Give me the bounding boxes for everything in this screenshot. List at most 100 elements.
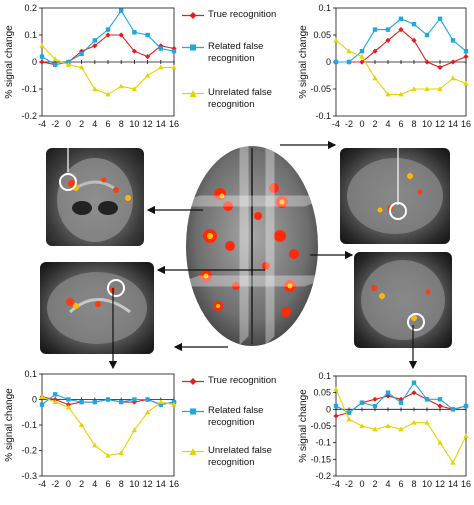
- y-tick-label: -0.15: [310, 454, 331, 464]
- data-point: [450, 38, 456, 43]
- x-tick-label: 2: [79, 119, 84, 129]
- x-tick-label: -4: [332, 479, 340, 489]
- coronal-slice-upper-left: [46, 148, 144, 246]
- x-tick-label: 16: [169, 479, 179, 489]
- data-point: [65, 404, 71, 410]
- y-tick-label: -0.2: [21, 446, 37, 456]
- data-point: [132, 30, 137, 35]
- y-tick-label: 0.1: [24, 30, 37, 40]
- data-point: [92, 38, 97, 43]
- data-point: [105, 32, 111, 38]
- data-point: [437, 16, 443, 21]
- data-point: [79, 422, 85, 427]
- y-tick-label: 0: [326, 57, 331, 67]
- data-point: [424, 419, 430, 425]
- x-tick-label: 6: [105, 119, 110, 129]
- data-point: [118, 83, 124, 89]
- data-point: [131, 427, 137, 433]
- x-tick-label: 10: [422, 119, 432, 129]
- x-tick-label: 16: [461, 479, 471, 489]
- data-point: [92, 43, 98, 49]
- legend-label: recognition: [208, 99, 255, 110]
- data-point: [463, 80, 469, 86]
- data-point: [346, 416, 352, 422]
- data-point: [463, 49, 469, 54]
- data-point: [437, 403, 443, 409]
- legend-label: Related false: [208, 405, 264, 416]
- x-tick-label: 0: [66, 119, 71, 129]
- plot-bottom-right: 0.1 0.05 0 -0.05 -0.1 -0.15 -0.2 -4 -2 0 2 4 6 8 10 12 1…: [290, 362, 474, 500]
- x-tick-label: 2: [372, 479, 377, 489]
- y-tick-label: -0.2: [21, 111, 37, 121]
- data-point: [158, 64, 164, 70]
- data-point: [372, 27, 378, 32]
- x-tick-label: 14: [156, 479, 166, 489]
- x-tick-label: 4: [92, 479, 97, 489]
- data-point: [372, 396, 378, 402]
- legend-label: True recognition: [208, 375, 277, 386]
- legend-label: recognition: [208, 417, 255, 428]
- x-tick-label: -4: [38, 119, 46, 129]
- data-point: [346, 48, 352, 54]
- x-tick-label: 0: [66, 479, 71, 489]
- x-tick-label: 4: [385, 119, 390, 129]
- data-point: [171, 49, 177, 54]
- data-point: [145, 72, 151, 78]
- legend-bottom: True recognition Related false recogniti…: [182, 375, 292, 476]
- legend-yellow-triangle-icon: [182, 448, 204, 455]
- data-point: [145, 409, 151, 415]
- legend-label: Unrelated false: [208, 445, 272, 456]
- data-point: [437, 439, 443, 445]
- data-point: [398, 27, 404, 33]
- data-point: [333, 413, 339, 419]
- y-tick-label: 0: [32, 57, 37, 67]
- legend-red-diamond-icon: [182, 12, 204, 19]
- data-point: [145, 54, 151, 60]
- x-tick-label: 8: [119, 119, 124, 129]
- data-point: [424, 397, 430, 402]
- data-point: [53, 392, 58, 397]
- data-point: [411, 380, 417, 385]
- data-point: [437, 397, 443, 402]
- data-point: [463, 433, 469, 438]
- legend-label: True recognition: [208, 9, 277, 20]
- data-point: [39, 402, 45, 407]
- data-point: [398, 91, 404, 97]
- data-point: [118, 450, 124, 456]
- data-point: [385, 390, 391, 395]
- data-point: [92, 442, 98, 448]
- x-tick-label: 12: [143, 479, 153, 489]
- data-point: [424, 59, 430, 65]
- data-point: [437, 86, 443, 91]
- x-tick-label: -2: [51, 479, 59, 489]
- x-tick-label: -4: [38, 479, 46, 489]
- data-point: [385, 393, 391, 399]
- legend-yellow-triangle-icon: [182, 90, 204, 97]
- data-point: [437, 64, 443, 70]
- x-tick-label: 10: [422, 479, 432, 489]
- y-axis-label: % signal change: [298, 389, 309, 463]
- y-tick-label: -0.05: [310, 84, 331, 94]
- x-tick-label: 4: [92, 119, 97, 129]
- coronal-slice-image: [57, 158, 133, 242]
- y-tick-label: -0.2: [315, 471, 331, 481]
- data-point: [359, 53, 365, 59]
- data-point: [105, 27, 111, 32]
- y-tick-label: 0: [326, 404, 331, 414]
- plot-top-right: 0.1 0.05 0 -0.05 -0.1 -4 -2 0 2 4 6 8 10 12 14 16% sign…: [290, 0, 474, 140]
- data-point: [52, 56, 58, 62]
- legend-blue-square-icon: [182, 44, 204, 51]
- plot-bottom-left: 0.1 0 -0.1 -0.2 -0.3 -4 -2 0 2 4 6 8 10 12 14 16% signa…: [0, 362, 180, 500]
- x-tick-label: 0: [359, 479, 364, 489]
- y-axis-label: % signal change: [298, 25, 309, 99]
- data-point: [372, 48, 378, 54]
- y-axis-label: % signal change: [4, 25, 15, 99]
- data-point: [105, 397, 111, 402]
- y-tick-label: -0.1: [21, 84, 37, 94]
- data-point: [131, 48, 137, 54]
- plot-top-left: 0.2 0.1 0 -0.1 -0.2 -4 -2 0 2 4 6 8 10 12 14 16% signal…: [0, 0, 180, 140]
- chart-top-right-svg: 0.10.050-0.05-0.1-4 -2 0 2 4 6 8 10 12 14 16% sign…: [298, 3, 471, 129]
- data-point: [385, 37, 391, 43]
- data-point: [333, 37, 339, 43]
- data-point: [450, 59, 456, 65]
